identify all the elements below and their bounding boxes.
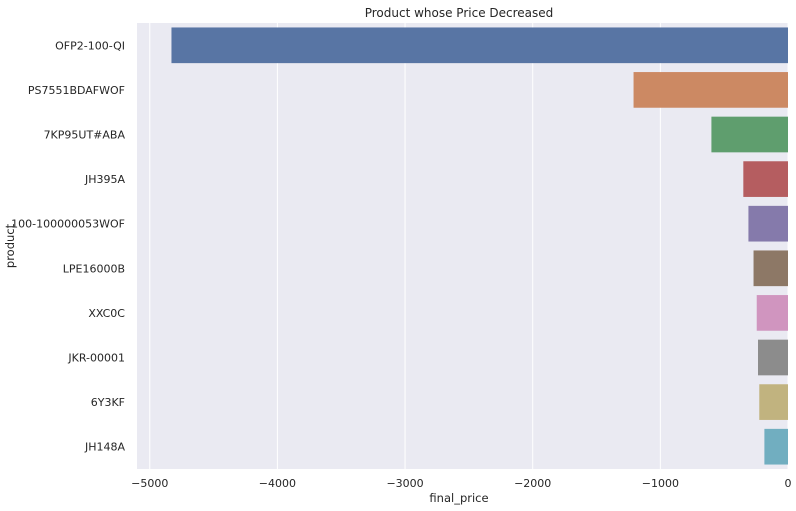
y-axis-ticks: OFP2-100-QI PS7551BDAFWOF 7KP95UT#ABA JH395… <box>11 39 125 453</box>
bar <box>711 116 788 153</box>
chart-title: Product whose Price Decreased <box>365 6 554 20</box>
y-tick-label: JKR-00001 <box>67 352 125 365</box>
x-tick-label: −5000 <box>131 477 168 490</box>
x-tick-label: −1000 <box>642 477 679 490</box>
y-axis-label: product <box>3 223 17 268</box>
x-axis-ticks: −5000 −4000 −3000 −2000 −1000 0 <box>131 477 791 490</box>
bar <box>171 27 788 64</box>
bar <box>748 205 788 242</box>
y-tick-label: 100-100000053WOF <box>11 218 125 231</box>
bar <box>764 428 788 465</box>
x-axis-label: final_price <box>429 491 488 505</box>
bar <box>756 295 788 331</box>
x-tick-label: 0 <box>785 477 792 490</box>
bar <box>753 250 788 287</box>
x-tick-label: −4000 <box>259 477 296 490</box>
y-tick-label: 6Y3KF <box>91 396 125 409</box>
bars <box>171 27 788 465</box>
y-tick-label: JH148A <box>84 441 126 454</box>
y-tick-label: XXC0C <box>88 307 125 320</box>
x-tick-label: −2000 <box>514 477 551 490</box>
x-tick-label: −3000 <box>386 477 423 490</box>
y-tick-label: OFP2-100-QI <box>55 39 125 52</box>
y-tick-label: LPE16000B <box>63 262 125 275</box>
bar <box>759 384 788 420</box>
bar <box>633 72 788 108</box>
bar <box>758 339 788 376</box>
y-tick-label: 7KP95UT#ABA <box>44 129 126 142</box>
bar <box>743 161 788 197</box>
y-tick-label: JH395A <box>84 173 126 186</box>
y-tick-label: PS7551BDAFWOF <box>28 84 125 97</box>
